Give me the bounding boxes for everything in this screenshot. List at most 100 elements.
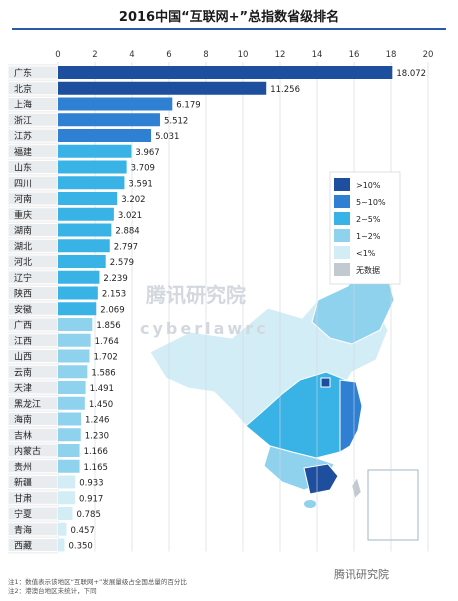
legend-label: >10% <box>356 181 381 190</box>
legend-swatch <box>334 195 350 208</box>
map-beijing <box>320 377 331 388</box>
legend-swatch <box>334 263 350 276</box>
legend-swatch <box>334 178 350 191</box>
data-label: 0.933 <box>79 479 103 489</box>
category-label: 贵州 <box>14 461 32 473</box>
bar-15 <box>58 286 98 300</box>
data-label: 1.450 <box>89 400 113 410</box>
category-label: 湖北 <box>14 241 32 252</box>
bar-13 <box>58 255 106 268</box>
bar-19 <box>58 349 90 363</box>
bar-22 <box>58 396 85 410</box>
category-label: 西藏 <box>14 540 32 552</box>
category-label: 广东 <box>14 67 32 79</box>
bar-16 <box>58 302 97 316</box>
data-label: 3.967 <box>135 148 159 158</box>
bar-18 <box>58 333 91 347</box>
data-label: 11.256 <box>270 85 300 95</box>
bar-21 <box>58 381 86 394</box>
bar-31 <box>58 538 65 552</box>
data-label: 5.512 <box>164 116 188 126</box>
legend-swatch <box>334 229 350 242</box>
legend-label: 5~10% <box>356 198 386 207</box>
category-label: 云南 <box>14 366 32 378</box>
bar-20 <box>58 365 88 379</box>
data-label: 3.202 <box>121 195 145 205</box>
data-label: 1.166 <box>84 447 108 457</box>
category-label: 河南 <box>14 193 32 205</box>
category-label: 辽宁 <box>14 272 32 284</box>
footnote-1: 注1：数值表示该地区“互联网+”发展量级占全国总量的百分比 <box>8 578 187 586</box>
data-label: 1.230 <box>85 431 109 441</box>
x-tick-label: 6 <box>166 50 171 60</box>
category-label: 河北 <box>14 256 32 268</box>
x-tick-label: 8 <box>203 50 208 60</box>
map-hainan <box>304 500 316 508</box>
bar-4 <box>58 113 160 127</box>
data-label: 2.884 <box>115 227 139 237</box>
category-label: 重庆 <box>14 209 32 221</box>
category-label: 江苏 <box>14 130 32 142</box>
map-taiwan <box>351 477 362 499</box>
china-map <box>149 261 419 541</box>
data-label: 0.457 <box>70 526 94 536</box>
data-label: 2.153 <box>102 290 126 300</box>
data-label: 6.179 <box>176 101 200 111</box>
category-label: 天津 <box>14 383 32 394</box>
bar-12 <box>58 239 110 253</box>
brand-logo: 腾讯研究院 <box>334 568 389 581</box>
x-tick-label: 2 <box>92 50 97 60</box>
data-label: 5.031 <box>155 132 179 142</box>
category-label: 山东 <box>14 162 32 174</box>
data-label: 0.785 <box>77 510 101 520</box>
x-tick-label: 20 <box>423 50 434 60</box>
map-east <box>339 379 363 453</box>
legend-label: 1~2% <box>356 232 381 241</box>
category-label: 海南 <box>14 414 32 426</box>
data-label: 2.579 <box>110 258 134 268</box>
data-label: 2.797 <box>114 242 138 252</box>
data-label: 0.917 <box>79 494 103 504</box>
category-label: 新疆 <box>14 477 32 489</box>
data-label: 1.246 <box>85 416 109 426</box>
category-label: 山西 <box>14 352 32 363</box>
data-label: 1.165 <box>84 463 108 473</box>
bar-10 <box>58 207 114 221</box>
category-label: 四川 <box>14 179 32 189</box>
category-label: 内蒙古 <box>14 445 41 457</box>
bar-5 <box>58 129 152 142</box>
bar-6 <box>58 144 132 158</box>
category-label: 北京 <box>14 83 32 95</box>
category-label: 吉林 <box>14 429 32 441</box>
bar-2 <box>58 81 267 95</box>
x-tick-label: 10 <box>238 50 249 60</box>
bar-7 <box>58 160 127 174</box>
legend-label: 无数据 <box>356 265 380 275</box>
bar-3 <box>58 97 173 111</box>
bar-27 <box>58 475 76 489</box>
south-sea-inset <box>367 469 419 541</box>
bar-28 <box>58 491 75 505</box>
x-tick-label: 16 <box>349 50 360 60</box>
footnote-2: 注2：港澳台地区未统计，下同 <box>8 587 97 595</box>
category-label: 江西 <box>14 336 32 347</box>
data-label: 3.591 <box>128 179 152 189</box>
category-label: 黑龙江 <box>14 398 41 410</box>
data-label: 2.239 <box>103 274 127 284</box>
category-label: 上海 <box>14 99 32 111</box>
data-label: 1.764 <box>95 337 119 347</box>
bar-24 <box>58 428 81 442</box>
category-label: 宁夏 <box>14 508 32 520</box>
data-label: 1.702 <box>93 353 117 363</box>
legend-swatch <box>334 212 350 225</box>
legend-swatch <box>334 246 350 259</box>
data-label: 3.021 <box>118 211 142 221</box>
bar-8 <box>58 176 125 190</box>
bar-25 <box>58 444 80 457</box>
bar-23 <box>58 412 82 426</box>
legend-label: 2~5% <box>356 215 381 224</box>
bar-17 <box>58 318 93 331</box>
x-tick-label: 0 <box>55 50 60 60</box>
bar-14 <box>58 270 100 284</box>
legend-label: <1% <box>356 249 376 258</box>
